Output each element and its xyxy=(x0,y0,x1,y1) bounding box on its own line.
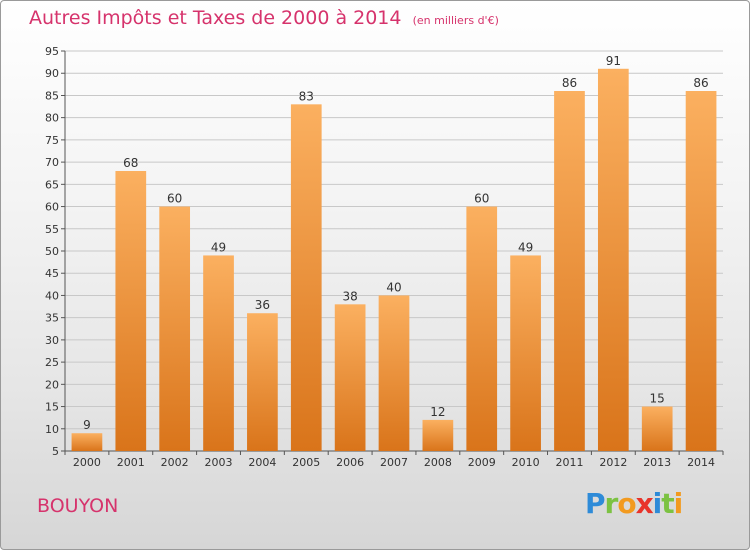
data-label: 12 xyxy=(430,405,445,419)
commune-name: BOUYON xyxy=(37,495,119,517)
y-tick-label: 50 xyxy=(45,245,59,258)
y-tick-label: 40 xyxy=(45,289,59,302)
data-label: 40 xyxy=(386,280,401,294)
data-label: 15 xyxy=(650,392,665,406)
y-tick-label: 55 xyxy=(45,223,59,236)
y-tick-label: 15 xyxy=(45,401,59,414)
chart-title: Autres Impôts et Taxes de 2000 à 2014 xyxy=(29,7,402,29)
y-tick-label: 80 xyxy=(45,112,59,125)
x-tick-label: 2000 xyxy=(73,456,101,469)
data-label: 60 xyxy=(167,192,182,206)
data-label: 86 xyxy=(562,76,577,90)
logo-letter: P xyxy=(585,487,606,520)
data-label: 60 xyxy=(474,192,489,206)
y-tick-label: 60 xyxy=(45,201,59,214)
bar xyxy=(71,433,103,451)
data-label: 36 xyxy=(255,298,270,312)
y-tick-label: 25 xyxy=(45,356,59,369)
bar xyxy=(159,206,191,451)
x-tick-label: 2014 xyxy=(687,456,715,469)
data-label: 91 xyxy=(606,54,621,68)
y-tick-label: 85 xyxy=(45,89,59,102)
bar xyxy=(247,313,278,451)
bar xyxy=(203,255,234,451)
y-tick-label: 90 xyxy=(45,67,59,80)
data-label: 83 xyxy=(299,89,314,103)
logo-letter: r xyxy=(604,487,619,520)
x-tick-label: 2006 xyxy=(336,456,364,469)
data-label: 68 xyxy=(123,156,138,170)
bar xyxy=(290,104,322,451)
x-tick-label: 2005 xyxy=(292,456,320,469)
y-tick-label: 10 xyxy=(45,423,59,436)
x-tick-label: 2011 xyxy=(555,456,583,469)
bar xyxy=(422,419,454,451)
y-tick-label: 75 xyxy=(45,134,59,147)
logo-letter: x xyxy=(635,487,654,520)
bar xyxy=(115,171,147,451)
x-tick-label: 2007 xyxy=(380,456,408,469)
y-tick-label: 95 xyxy=(45,45,59,58)
data-label: 49 xyxy=(518,240,533,254)
chart-subtitle: (en milliers d'€) xyxy=(412,14,499,27)
bar xyxy=(641,406,673,451)
x-tick-label: 2002 xyxy=(161,456,189,469)
data-label: 9 xyxy=(83,418,91,432)
bar xyxy=(554,91,585,451)
logo-letter: o xyxy=(617,487,636,520)
x-tick-label: 2008 xyxy=(424,456,452,469)
x-tick-label: 2004 xyxy=(248,456,276,469)
bar xyxy=(466,206,498,451)
x-tick-label: 2010 xyxy=(512,456,540,469)
logo-letter: t xyxy=(661,487,674,520)
logo-letter: i xyxy=(652,487,663,520)
bar xyxy=(510,255,541,451)
y-tick-label: 30 xyxy=(45,334,59,347)
y-tick-label: 65 xyxy=(45,178,59,191)
bar xyxy=(334,304,366,451)
proxiti-logo: Proxiti xyxy=(585,487,684,520)
y-tick-label: 20 xyxy=(45,378,59,391)
title-block: Autres Impôts et Taxes de 2000 à 2014 (e… xyxy=(29,7,499,29)
y-tick-label: 5 xyxy=(52,445,59,458)
x-tick-label: 2003 xyxy=(205,456,233,469)
y-tick-label: 35 xyxy=(45,312,59,325)
bar xyxy=(597,68,629,452)
bar xyxy=(685,91,717,451)
x-tick-label: 2013 xyxy=(643,456,671,469)
x-tick-label: 2009 xyxy=(468,456,496,469)
data-label: 86 xyxy=(693,76,708,90)
y-tick-label: 45 xyxy=(45,267,59,280)
data-label: 38 xyxy=(342,289,357,303)
x-tick-label: 2012 xyxy=(599,456,627,469)
y-tick-label: 70 xyxy=(45,156,59,169)
bar xyxy=(378,295,410,451)
data-label: 49 xyxy=(211,240,226,254)
x-tick-label: 2001 xyxy=(117,456,145,469)
logo-letter: i xyxy=(673,487,684,520)
